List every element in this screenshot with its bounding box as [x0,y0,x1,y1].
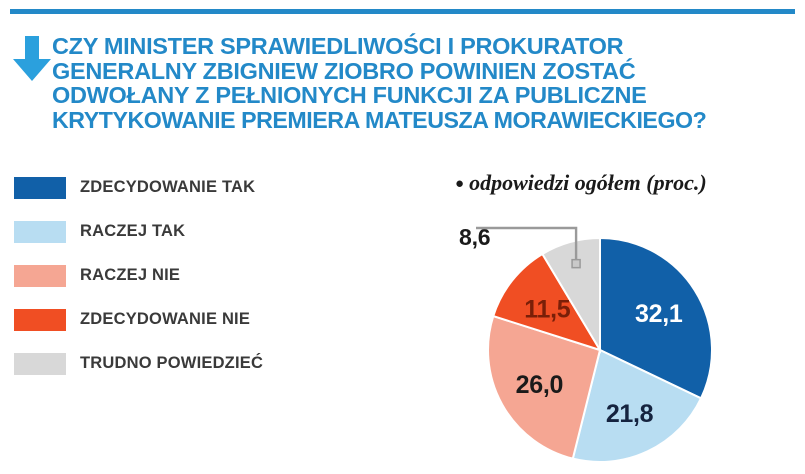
legend-swatch [14,353,66,375]
pie-slice-value-label: 21,8 [606,400,654,428]
pie-slice [541,236,601,354]
pie-chart-svg: 32,1 21,8 26,0 11,5 [476,226,713,463]
legend-swatch [14,221,66,243]
pie-value-label-group: 32,1 21,8 26,0 11,5 [516,295,684,428]
callout-leader-line-group [476,226,581,269]
legend-item-label: ZDECYDOWANIE TAK [80,178,256,196]
callout-leader-line [476,226,578,264]
chart-subtitle: ● odpowiedzi ogółem (proc.) [455,170,707,196]
pie-chart: 32,1 21,8 26,0 11,5 [440,210,805,474]
pie-slice-value-label: 26,0 [516,371,563,399]
pie-slice [571,348,703,463]
legend-swatch [14,309,66,331]
headline-line-2: GENERALNY ZBIGNIEW ZIOBRO POWINIEN ZOSTA… [52,57,636,84]
callout-end-marker [571,258,581,269]
legend-item-label: TRUDNO POWIEDZIEĆ [80,354,264,372]
pie-slice-value-label: 11,5 [524,295,570,323]
top-divider-rule [10,9,795,14]
bullet-icon: ● [455,175,465,192]
legend-swatch [14,177,66,199]
legend-item-label: ZDECYDOWANIE NIE [80,310,251,328]
page-title: CZY MINISTER SPRAWIEDLIWOŚCI I PROKURATO… [52,34,802,132]
pie-slice [599,236,713,400]
headline-line-1: CZY MINISTER SPRAWIEDLIWOŚCI I PROKURATO… [52,33,624,59]
pie-slice-group [487,236,713,463]
legend-swatch [14,265,66,287]
pie-slice-value-label: 32,1 [635,300,683,328]
legend-item-label: RACZEJ TAK [80,222,186,240]
headline-line-3: ODWOŁANY Z PEŁNIONYCH FUNKCJI ZA PUBLICZ… [52,82,647,109]
pie-slice [492,252,603,352]
down-arrow-icon [13,36,51,81]
chart-subtitle-text: odpowiedzi ogółem (proc.) [469,170,707,195]
headline-line-4: KRYTYKOWANIE PREMIERA MATEUSZA MORAWIECK… [52,106,707,133]
legend-item-label: RACZEJ NIE [80,266,181,284]
pie-slice [487,314,602,460]
